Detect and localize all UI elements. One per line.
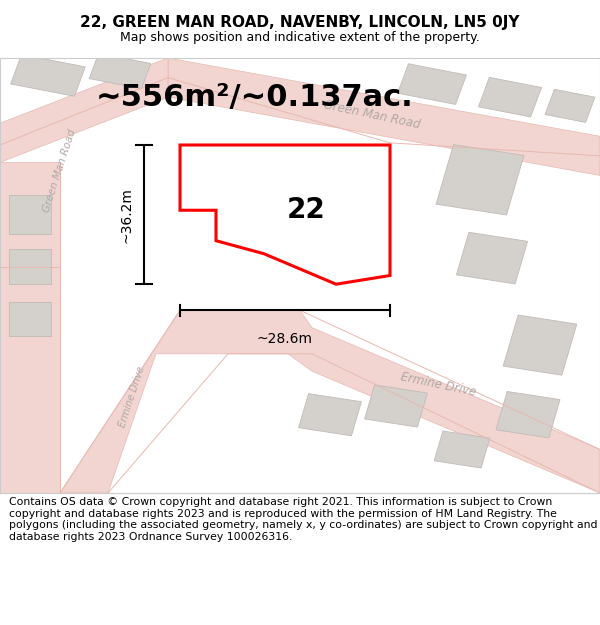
Polygon shape bbox=[365, 385, 427, 427]
Text: 22, GREEN MAN ROAD, NAVENBY, LINCOLN, LN5 0JY: 22, GREEN MAN ROAD, NAVENBY, LINCOLN, LN… bbox=[80, 14, 520, 29]
Text: Ermine Drive: Ermine Drive bbox=[118, 366, 146, 429]
Text: Contains OS data © Crown copyright and database right 2021. This information is : Contains OS data © Crown copyright and d… bbox=[9, 497, 598, 542]
Polygon shape bbox=[436, 144, 524, 215]
Text: ~36.2m: ~36.2m bbox=[119, 187, 133, 242]
Polygon shape bbox=[89, 53, 151, 89]
Polygon shape bbox=[60, 310, 600, 493]
Text: ~556m²/~0.137ac.: ~556m²/~0.137ac. bbox=[96, 82, 414, 112]
Text: ~28.6m: ~28.6m bbox=[257, 332, 313, 346]
Polygon shape bbox=[398, 64, 466, 104]
Polygon shape bbox=[0, 58, 168, 162]
Polygon shape bbox=[9, 249, 51, 284]
Text: Green Man Road: Green Man Road bbox=[322, 98, 422, 131]
Polygon shape bbox=[434, 431, 490, 468]
Text: 22: 22 bbox=[287, 196, 325, 224]
Polygon shape bbox=[180, 145, 390, 284]
Polygon shape bbox=[9, 302, 51, 336]
Text: Green Man Road: Green Man Road bbox=[42, 128, 78, 214]
Polygon shape bbox=[496, 391, 560, 438]
Polygon shape bbox=[0, 162, 60, 267]
Polygon shape bbox=[299, 394, 361, 436]
Polygon shape bbox=[457, 232, 527, 284]
Polygon shape bbox=[503, 315, 577, 375]
Text: Ermine Drive: Ermine Drive bbox=[399, 370, 477, 399]
Polygon shape bbox=[9, 195, 51, 234]
Polygon shape bbox=[0, 267, 60, 493]
Polygon shape bbox=[545, 89, 595, 122]
Polygon shape bbox=[478, 78, 542, 117]
Polygon shape bbox=[168, 58, 600, 176]
Polygon shape bbox=[11, 54, 85, 96]
Text: Map shows position and indicative extent of the property.: Map shows position and indicative extent… bbox=[120, 31, 480, 44]
